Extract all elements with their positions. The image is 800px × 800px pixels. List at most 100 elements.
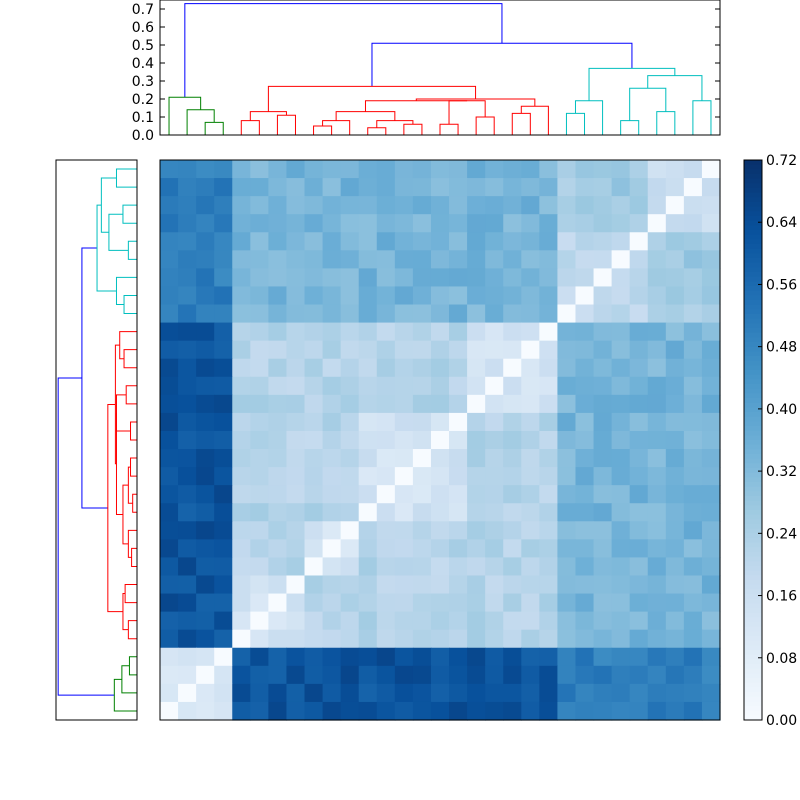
heatmap-cell [575,160,595,179]
colorbar-step [744,220,762,226]
heatmap-cell [503,304,522,324]
heatmap-cell [683,214,703,233]
heatmap-cell [485,286,504,306]
heatmap-cell [467,449,486,468]
heatmap-cell [539,557,559,577]
heatmap-cell [449,647,468,667]
colorbar-step [744,706,762,712]
heatmap-cell [683,503,703,522]
heatmap-cell [268,701,288,721]
dendrogram-link [335,111,396,121]
heatmap-cell [340,521,360,540]
heatmap-cell [304,322,324,342]
heatmap-cell [214,629,233,649]
heatmap-cell [178,611,197,631]
heatmap-cell [322,593,342,613]
heatmap-cell [503,340,522,360]
heatmap-cell [232,286,251,306]
heatmap-cell [701,430,721,450]
heatmap-cell [485,412,504,432]
left-dendrogram-frame [55,159,138,721]
heatmap-cell [268,485,288,504]
heatmap-cell [449,701,468,721]
dendrogram-link [114,344,120,465]
heatmap-cell [485,196,504,215]
heatmap-cell [593,503,613,522]
heatmap-cell [593,286,613,306]
heatmap-cell [412,196,432,215]
heatmap-cell [394,394,414,414]
heatmap-cell [701,593,721,613]
heatmap-cell [467,214,486,233]
heatmap-cell [214,358,233,378]
heatmap-cell [467,322,486,342]
heatmap-cell [268,412,288,432]
heatmap-cell [521,304,540,324]
heatmap-cell [178,250,197,269]
heatmap-cell [485,503,504,522]
heatmap-cell [467,701,486,721]
dendrogram-link [127,466,133,504]
heatmap-cell [647,467,667,486]
heatmap-cell [322,196,342,215]
heatmap-cell [647,232,667,251]
heatmap-cell [503,593,522,613]
heatmap-cell [358,611,378,631]
heatmap-cell [268,160,288,179]
heatmap-cell [304,178,324,197]
colorbar-step [744,496,762,502]
heatmap-cell [701,376,721,396]
heatmap-cell [521,647,540,667]
heatmap-cell [593,178,613,197]
colorbar-step [744,636,762,642]
heatmap-cell [683,268,703,288]
heatmap-cell [467,250,486,269]
heatmap-cell [340,268,360,288]
heatmap-cell [376,412,396,432]
heatmap-cell [430,196,450,215]
heatmap-cell [394,430,414,450]
heatmap-cell [160,485,179,504]
heatmap-cell [665,232,685,251]
heatmap-cell [665,376,685,396]
heatmap-cell [250,557,269,577]
colorbar-step [744,626,762,632]
heatmap-cell [250,412,269,432]
heatmap-cell [521,575,540,595]
heatmap-cell [196,394,215,414]
heatmap-cell [647,214,667,233]
colorbar-step [744,561,762,567]
heatmap-cell [268,430,288,450]
heatmap-cell [485,376,504,396]
colorbar-step [744,440,762,446]
heatmap-cell [232,196,251,215]
heatmap-cell [683,449,703,468]
heatmap-cell [232,358,251,378]
heatmap-cell [196,539,215,559]
heatmap-cell [250,358,269,378]
heatmap-cell [611,214,631,233]
heatmap-cell [557,467,577,486]
heatmap-cell [412,214,432,233]
heatmap-cell [214,394,233,414]
heatmap-cell [503,160,522,179]
heatmap-cell [232,214,251,233]
heatmap-cell [340,232,360,251]
heatmap-cell [394,485,414,504]
heatmap-cell [340,178,360,197]
dendrogram-link [367,127,387,135]
heatmap-cell [358,304,378,324]
heatmap-cell [611,665,631,685]
heatmap-cell [358,665,378,685]
heatmap-cell [647,178,667,197]
heatmap-cell [701,503,721,522]
heatmap-cell [701,683,721,703]
heatmap-cell [575,629,595,649]
heatmap-cell [575,376,595,396]
heatmap-cell [322,304,342,324]
colorbar-step [744,318,762,324]
heatmap-cell [412,358,432,378]
dendrogram-link [127,529,137,558]
heatmap-cell [683,394,703,414]
heatmap-cell [593,575,613,595]
